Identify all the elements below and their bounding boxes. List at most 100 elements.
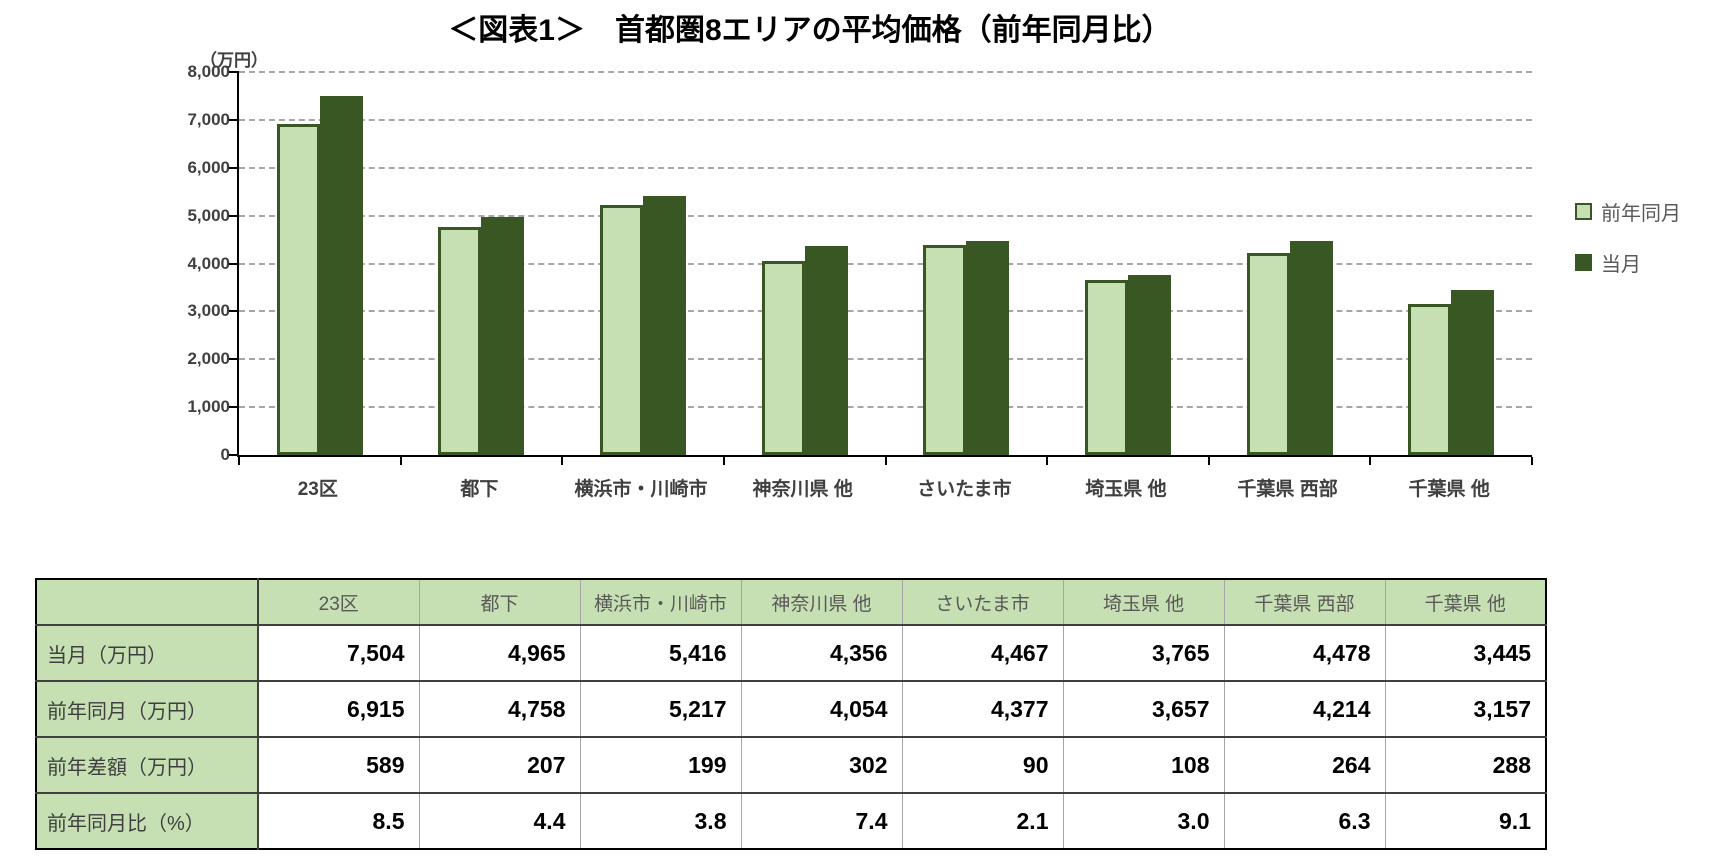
plot-area bbox=[229, 71, 1533, 465]
gridline bbox=[239, 118, 1532, 121]
x-axis-label: 23区 bbox=[297, 479, 338, 500]
y-axis-tick bbox=[229, 118, 239, 121]
bar-prev-year-month bbox=[1408, 304, 1452, 455]
bar-prev-year-month bbox=[600, 205, 644, 455]
table-row-label: 前年同月（万円） bbox=[35, 680, 259, 738]
x-axis-label: さいたま市 bbox=[917, 479, 1012, 500]
x-axis-tick bbox=[1369, 457, 1372, 465]
table-column-header: さいたま市 bbox=[901, 578, 1064, 626]
table-cell: 4,478 bbox=[1223, 624, 1386, 682]
table-cell: 4,965 bbox=[418, 624, 581, 682]
table-cell: 288 bbox=[1384, 736, 1547, 794]
table-cell: 108 bbox=[1062, 736, 1225, 794]
bar-current-month bbox=[1127, 275, 1171, 455]
table-column-header: 23区 bbox=[257, 578, 420, 626]
bar-current-month bbox=[481, 217, 525, 455]
x-axis-label: 横浜市・川崎市 bbox=[574, 479, 708, 500]
table-cell: 4,377 bbox=[901, 680, 1064, 738]
table-cell: 7.4 bbox=[740, 792, 903, 850]
gridline bbox=[239, 166, 1532, 169]
legend-label: 前年同月 bbox=[1601, 203, 1681, 225]
table-cell: 6,915 bbox=[257, 680, 420, 738]
y-axis-tick bbox=[229, 262, 239, 265]
x-axis-label: 都下 bbox=[460, 479, 499, 500]
bar-prev-year-month bbox=[923, 245, 967, 455]
table-cell: 3,657 bbox=[1062, 680, 1225, 738]
y-axis-tick bbox=[229, 71, 239, 73]
bar-prev-year-month bbox=[438, 227, 482, 455]
x-axis-tick bbox=[238, 457, 240, 465]
y-axis-tick-label: 3,000 bbox=[187, 301, 230, 321]
bar-prev-year-month bbox=[276, 124, 320, 455]
table-row: 当月（万円） 7,504 4,965 5,416 4,356 4,467 3,765 4,47… bbox=[35, 624, 1547, 682]
x-axis-label: 埼玉県 他 bbox=[1085, 479, 1167, 500]
table-cell: 302 bbox=[740, 736, 903, 794]
gridline bbox=[239, 214, 1532, 217]
table-cell: 3.0 bbox=[1062, 792, 1225, 850]
y-axis-tick-label: 1,000 bbox=[187, 397, 230, 417]
table-cell: 4,214 bbox=[1223, 680, 1386, 738]
table-cell: 4,758 bbox=[418, 680, 581, 738]
x-axis-tick bbox=[884, 457, 887, 465]
chart-title: ＜図表1＞ 首都圏8エリアの平均価格（前年同月比） bbox=[448, 14, 1172, 47]
y-axis: 0 1,000 2,000 3,000 4,000 5,000 6,000 7,000 8,00… bbox=[100, 62, 230, 464]
table-row: 前年同月比（%） 8.5 4.4 3.8 7.4 2.1 3.0 6.3 9.1 bbox=[35, 792, 1547, 850]
table-cell: 3,445 bbox=[1384, 624, 1547, 682]
table-row-label: 前年差額（万円） bbox=[35, 736, 259, 794]
table-cell: 7,504 bbox=[257, 624, 420, 682]
y-axis-tick-label: 8,000 bbox=[187, 62, 230, 81]
table-cell: 6.3 bbox=[1223, 792, 1386, 850]
table-cell: 4.4 bbox=[418, 792, 581, 850]
table-cell: 264 bbox=[1223, 736, 1386, 794]
table-cell: 4,467 bbox=[901, 624, 1064, 682]
bar-current-month bbox=[804, 246, 848, 455]
gridline bbox=[239, 406, 1532, 409]
table-column-header: 横浜市・川崎市 bbox=[579, 578, 742, 626]
table-cell: 4,356 bbox=[740, 624, 903, 682]
y-axis-tick-label: 0 bbox=[220, 445, 230, 464]
legend-swatch-prev-year-month bbox=[1575, 203, 1592, 220]
y-axis-tick bbox=[229, 454, 239, 456]
gridline bbox=[239, 71, 1532, 73]
table-column-header: 都下 bbox=[418, 578, 581, 626]
legend-item-prev-year-month: 前年同月 bbox=[1575, 197, 1681, 226]
table-cell: 3.8 bbox=[579, 792, 742, 850]
bar-current-month bbox=[643, 196, 687, 455]
gridline bbox=[239, 358, 1532, 361]
bar-current-month bbox=[319, 96, 363, 455]
table-cell: 5,217 bbox=[579, 680, 742, 738]
y-axis-tick bbox=[229, 214, 239, 217]
bar-current-month bbox=[1289, 241, 1333, 455]
data-table: 23区 都下 横浜市・川崎市 神奈川県 他さいたま市 埼玉県 他千葉県 西部 千葉県 他 … bbox=[35, 578, 1547, 850]
table-cell: 90 bbox=[901, 736, 1064, 794]
table-cell: 4,054 bbox=[740, 680, 903, 738]
x-axis-tick bbox=[1207, 457, 1210, 465]
table-cell: 3,765 bbox=[1062, 624, 1225, 682]
table-cell: 199 bbox=[579, 736, 742, 794]
table-row: 前年差額（万円） 589 207 199 302 90 108 264 288 bbox=[35, 736, 1547, 794]
bar-prev-year-month bbox=[761, 261, 805, 455]
legend-swatch-current-month bbox=[1575, 254, 1592, 271]
table-column-header: 神奈川県 他 bbox=[740, 578, 903, 626]
x-axis-tick bbox=[561, 457, 564, 465]
table-corner-cell bbox=[35, 578, 259, 626]
table-cell: 589 bbox=[257, 736, 420, 794]
table-cell: 8.5 bbox=[257, 792, 420, 850]
y-axis-unit-label: （万円） bbox=[200, 51, 268, 70]
x-axis-label: 神奈川県 他 bbox=[752, 479, 853, 500]
x-axis-tick bbox=[1531, 457, 1533, 465]
gridline bbox=[239, 310, 1532, 313]
y-axis-tick-label: 5,000 bbox=[187, 205, 230, 225]
y-axis-tick bbox=[229, 406, 239, 409]
table-cell: 3,157 bbox=[1384, 680, 1547, 738]
table-cell: 207 bbox=[418, 736, 581, 794]
x-axis: 23区 都下 横浜市・川崎市 神奈川県 他 さいたま市 埼玉県 他 千葉県 西部 千葉県 他 bbox=[237, 474, 1530, 506]
gridline bbox=[239, 262, 1532, 265]
bar-prev-year-month bbox=[1246, 253, 1290, 455]
chart-legend: 前年同月 当月 bbox=[1575, 197, 1681, 277]
x-axis-label: 千葉県 西部 bbox=[1237, 479, 1338, 500]
table-column-header: 千葉県 他 bbox=[1384, 578, 1547, 626]
bar-current-month bbox=[966, 241, 1010, 455]
table-column-header: 千葉県 西部 bbox=[1223, 578, 1386, 626]
